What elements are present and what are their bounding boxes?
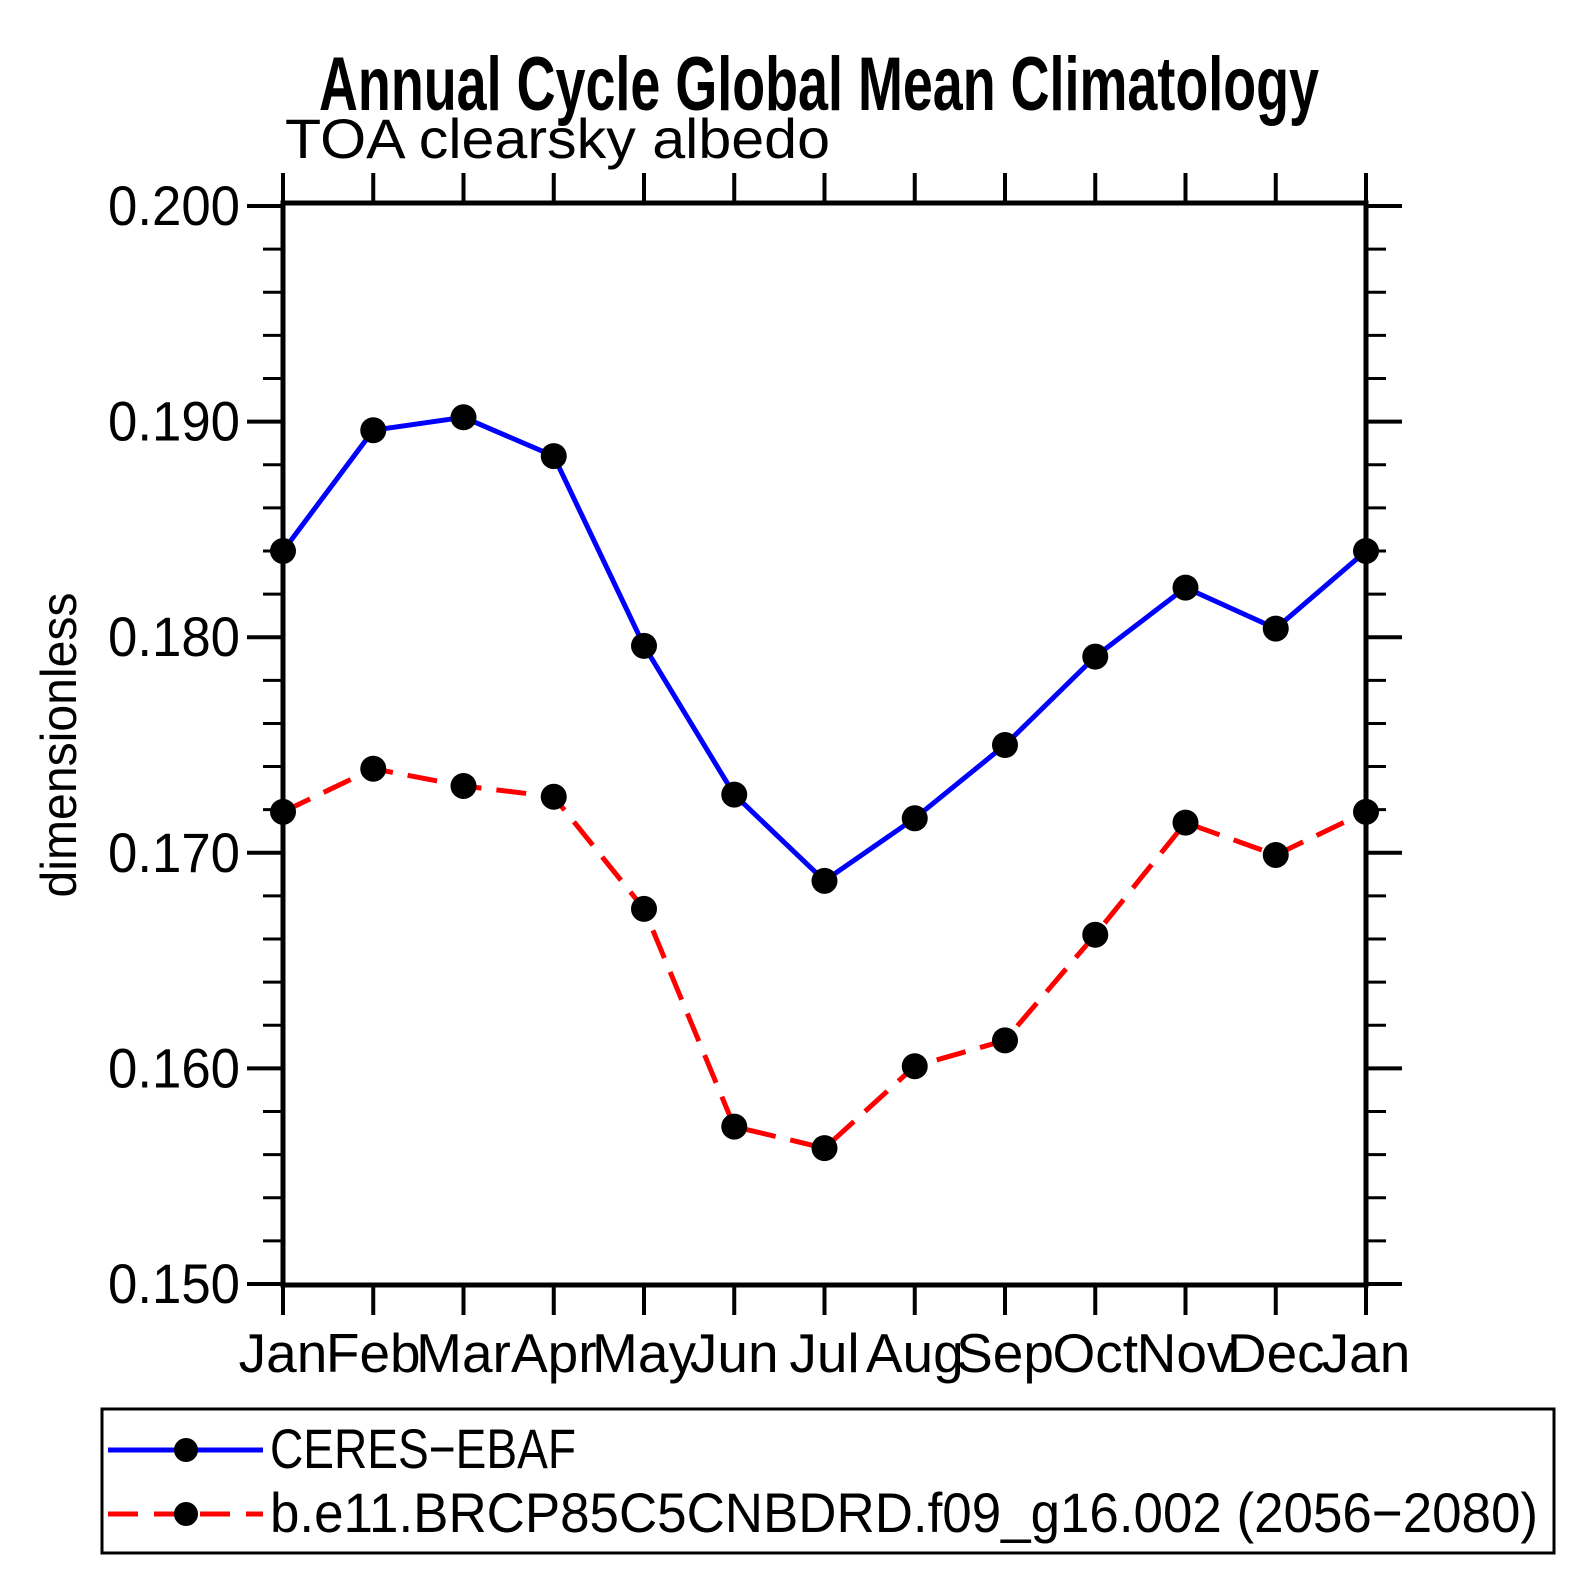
y-tick-label: 0.180	[108, 605, 240, 668]
x-tick-label: Jul	[789, 1322, 859, 1384]
data-point-marker	[360, 755, 387, 782]
data-point-marker	[1172, 574, 1199, 601]
y-tick-label: 0.170	[108, 821, 240, 884]
x-tick-label: May	[592, 1322, 696, 1384]
x-tick-label: Aug	[866, 1322, 964, 1384]
x-tick-label: Apr	[511, 1322, 597, 1384]
data-point-marker	[1172, 809, 1199, 836]
x-tick-label: Oct	[1052, 1322, 1138, 1384]
data-point-marker	[992, 732, 1018, 758]
data-point-marker	[811, 1135, 838, 1162]
legend-marker-dot	[174, 1502, 198, 1526]
data-point-marker	[721, 1113, 748, 1140]
y-tick-label: 0.160	[108, 1036, 240, 1099]
series-line-1	[281, 766, 1368, 1151]
x-tick-label: Jan	[239, 1322, 328, 1384]
data-point-marker	[450, 772, 477, 799]
data-point-marker	[1353, 798, 1379, 825]
x-tick-label: Sep	[956, 1322, 1054, 1384]
x-tick-label: Nov	[1137, 1322, 1235, 1384]
data-point-marker	[1353, 537, 1379, 564]
legend-label-model-run: b.e11.BRCP85C5CNBDRD.f09_g16.002 (2056−2…	[270, 1481, 1538, 1544]
legend-entry-model-run: b.e11.BRCP85C5CNBDRD.f09_g16.002 (2056−2…	[108, 1481, 1538, 1544]
data-point-marker	[721, 781, 748, 808]
legend-label-ceres-ebaf: CERES−EBAF	[270, 1417, 576, 1480]
data-point-marker	[1082, 921, 1109, 948]
data-point-marker	[1262, 615, 1289, 642]
data-point-marker	[631, 632, 657, 659]
x-tick-label: Mar	[416, 1322, 511, 1384]
legend-marker-dot	[174, 1438, 198, 1462]
y-tick-label: 0.150	[108, 1252, 240, 1315]
data-point-marker	[811, 867, 838, 894]
legend: CERES−EBAF b.e11.BRCP85C5CNBDRD.f09_g16.…	[100, 1407, 1556, 1555]
y-tick-label: 0.200	[108, 174, 240, 237]
x-tick-label: Feb	[326, 1322, 421, 1384]
data-point-marker	[1262, 841, 1289, 868]
data-point-marker	[631, 895, 657, 922]
x-tick-label: Jan	[1322, 1322, 1411, 1384]
legend-entry-ceres-ebaf: CERES−EBAF	[108, 1417, 576, 1480]
data-point-marker	[901, 1053, 928, 1080]
legend-box	[100, 1407, 1556, 1555]
data-point-marker	[360, 417, 387, 444]
chart-subtitle: TOA clearsky albedo	[285, 107, 830, 170]
axis-ticks	[247, 173, 1402, 1315]
data-point-marker	[901, 805, 928, 832]
plot-frame	[280, 200, 1369, 1288]
data-point-marker	[1082, 643, 1109, 670]
series-line-0	[280, 414, 1368, 885]
y-tick-label: 0.190	[108, 390, 240, 453]
x-tick-label: Dec	[1227, 1322, 1325, 1384]
data-point-marker	[270, 798, 296, 825]
y-axis-label: dimensionless	[31, 593, 87, 898]
data-point-marker	[540, 783, 567, 810]
x-tick-label: Jun	[690, 1322, 779, 1384]
data-point-marker	[540, 443, 567, 470]
data-point-marker	[992, 1027, 1018, 1054]
plot-series	[270, 404, 1379, 1162]
data-point-marker	[450, 404, 477, 431]
chart-title: Annual Cycle Global Mean Climatology	[319, 42, 1319, 127]
data-point-marker	[270, 537, 296, 564]
